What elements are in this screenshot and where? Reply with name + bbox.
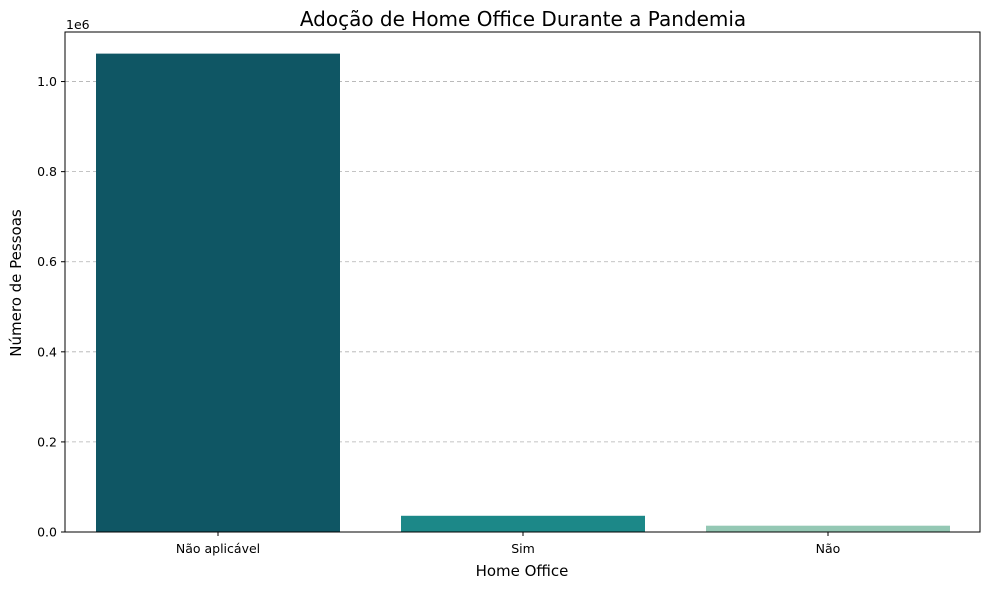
y-tick-label: 0.0	[37, 525, 57, 540]
chart-title: Adoção de Home Office Durante a Pandemia	[300, 7, 746, 31]
y-axis-label: Número de Pessoas	[7, 209, 25, 357]
x-axis-ticks: Não aplicável Sim Não	[176, 532, 840, 556]
y-tick-label: 1.0	[37, 74, 57, 89]
bar	[706, 525, 950, 532]
y-axis-ticks: 0.0 0.2 0.4 0.6 0.8 1.0	[37, 74, 65, 540]
x-tick-label: Não aplicável	[176, 541, 260, 556]
bar	[401, 515, 645, 532]
gridlines	[65, 81, 980, 443]
x-tick-label: Sim	[511, 541, 535, 556]
x-axis-label: Home Office	[476, 562, 569, 580]
y-tick-label: 0.2	[37, 434, 57, 449]
y-tick-label: 0.4	[37, 344, 57, 359]
bars	[96, 53, 950, 533]
y-axis-offset-label: 1e6	[66, 17, 90, 32]
y-tick-label: 0.8	[37, 164, 57, 179]
x-tick-label: Não	[816, 541, 841, 556]
y-tick-label: 0.6	[37, 254, 57, 269]
bar	[96, 53, 340, 533]
